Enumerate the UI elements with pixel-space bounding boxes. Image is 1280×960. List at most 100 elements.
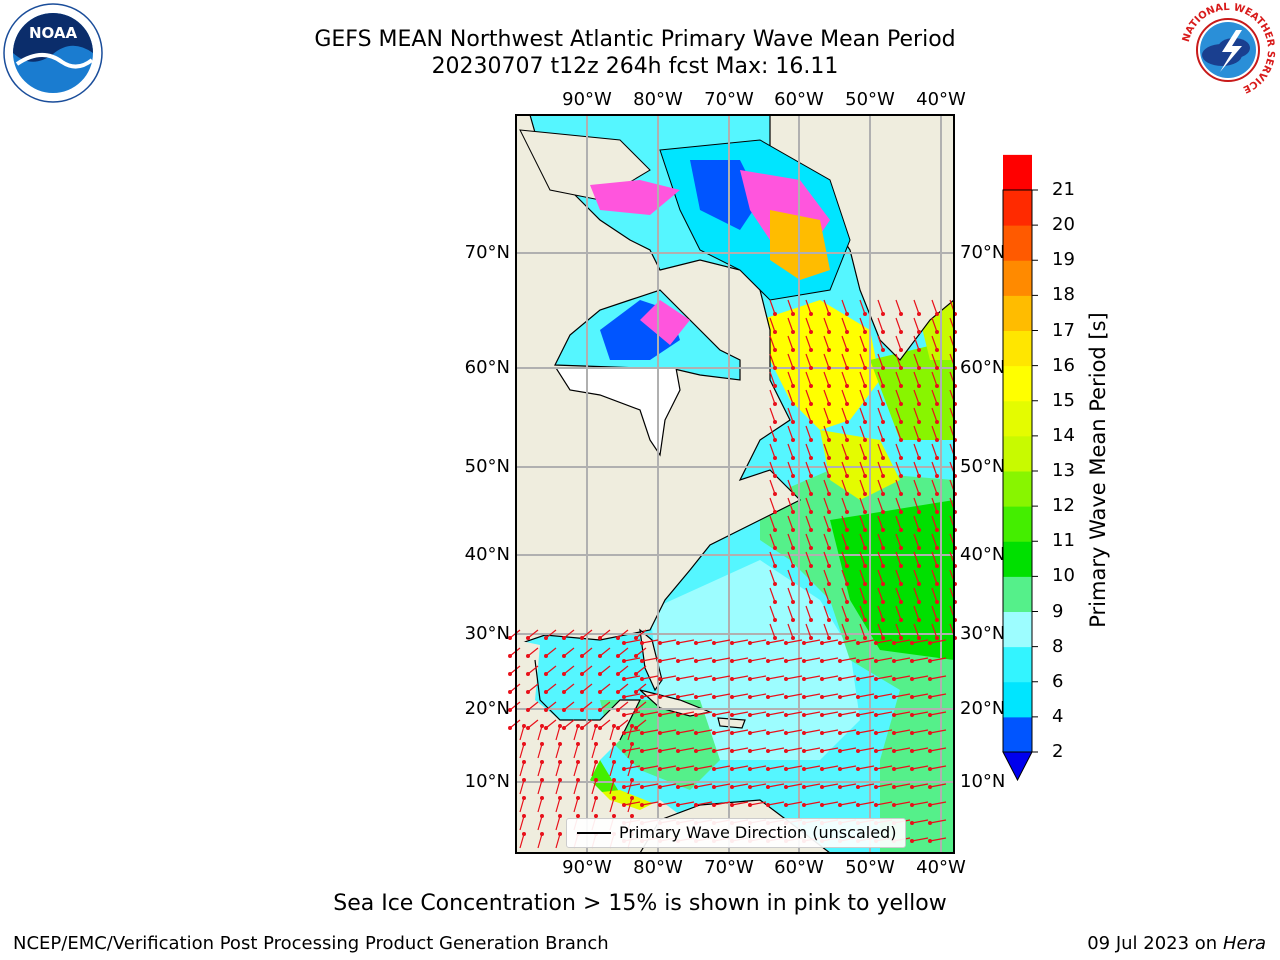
lon-label-top: 70°W bbox=[704, 89, 754, 110]
wave-vector-head bbox=[898, 635, 903, 640]
wave-vector bbox=[859, 299, 866, 315]
wave-vector bbox=[749, 765, 767, 770]
wave-vector bbox=[563, 719, 575, 729]
wave-vector bbox=[617, 719, 629, 729]
wave-vector-head bbox=[772, 492, 777, 497]
wave-vector-head bbox=[772, 617, 777, 622]
wave-vector bbox=[877, 353, 884, 369]
wave-vector bbox=[563, 647, 575, 657]
wave-vector bbox=[617, 701, 629, 711]
wave-vector-head bbox=[593, 759, 598, 764]
wave-vector-head bbox=[539, 813, 544, 818]
wave-vector bbox=[519, 761, 525, 777]
wave-vector-head bbox=[891, 640, 896, 645]
wave-vector bbox=[877, 425, 884, 441]
wave-vector-head bbox=[909, 640, 914, 645]
colorbar-tick-label: 2 bbox=[1052, 741, 1064, 762]
wave-vector-head bbox=[880, 330, 885, 335]
wave-vector bbox=[875, 747, 893, 752]
wave-vector bbox=[537, 815, 543, 831]
wave-vector-head bbox=[772, 420, 777, 425]
wave-vector bbox=[877, 533, 884, 549]
wave-vector bbox=[859, 551, 866, 567]
wave-vector-head bbox=[790, 563, 795, 568]
wave-vector bbox=[823, 299, 830, 315]
lat-label-right: 40°N bbox=[960, 544, 1006, 565]
wave-vector bbox=[787, 461, 794, 477]
wave-vector-head bbox=[880, 635, 885, 640]
wave-vector bbox=[641, 657, 659, 662]
wave-vector-head bbox=[819, 784, 824, 789]
wave-vector bbox=[877, 497, 884, 513]
wave-vector bbox=[617, 647, 629, 657]
wave-vector-head bbox=[543, 635, 548, 640]
wave-vector bbox=[769, 587, 776, 603]
wave-vector bbox=[893, 693, 911, 698]
wave-vector-head bbox=[880, 456, 885, 461]
wave-vector bbox=[787, 407, 794, 423]
wave-vector-head bbox=[561, 671, 566, 676]
wave-vector bbox=[931, 587, 938, 603]
wave-vector-head bbox=[819, 676, 824, 681]
wave-vector-head bbox=[909, 784, 914, 789]
wave-vector-head bbox=[557, 741, 562, 746]
wave-vector bbox=[911, 675, 929, 680]
wave-vector-head bbox=[862, 402, 867, 407]
wave-vector bbox=[659, 783, 677, 788]
wave-vector-head bbox=[621, 784, 626, 789]
wave-vector bbox=[911, 693, 929, 698]
lat-label-left: 20°N bbox=[464, 698, 510, 719]
wave-vector-head bbox=[772, 599, 777, 604]
wave-vector-head bbox=[543, 653, 548, 658]
wave-vector-head bbox=[862, 456, 867, 461]
wave-vector-head bbox=[675, 676, 680, 681]
wave-vector-head bbox=[521, 813, 526, 818]
wave-vector-head bbox=[521, 741, 526, 746]
lat-label-right: 60°N bbox=[960, 357, 1006, 378]
wave-vector-head bbox=[633, 671, 638, 676]
wave-vector bbox=[805, 551, 812, 567]
wave-vector-head bbox=[909, 676, 914, 681]
wave-vector bbox=[857, 747, 875, 752]
wave-vector bbox=[841, 497, 848, 513]
wave-vector bbox=[749, 729, 767, 734]
wave-vector bbox=[769, 443, 776, 459]
wave-vector bbox=[731, 783, 749, 788]
wave-vector-head bbox=[837, 676, 842, 681]
wave-vector-head bbox=[873, 658, 878, 663]
wave-vector bbox=[931, 371, 938, 387]
wave-vector-head bbox=[916, 312, 921, 317]
wave-vector-head bbox=[898, 474, 903, 479]
wave-vector bbox=[555, 725, 561, 741]
wave-vector-head bbox=[934, 456, 939, 461]
wave-vector-head bbox=[808, 581, 813, 586]
wave-vector bbox=[659, 711, 677, 716]
wave-vector-head bbox=[593, 795, 598, 800]
wave-vector-head bbox=[657, 748, 662, 753]
wave-vector bbox=[913, 569, 920, 585]
ocean-green-east bbox=[880, 680, 954, 853]
wave-vector bbox=[591, 725, 597, 741]
colorbar-tick-label: 6 bbox=[1052, 670, 1064, 692]
wave-vector-head bbox=[557, 831, 562, 836]
wave-vector bbox=[841, 533, 848, 549]
wave-vector-head bbox=[772, 384, 777, 389]
wave-vector-head bbox=[916, 438, 921, 443]
wave-vector-head bbox=[508, 671, 513, 676]
wave-vector bbox=[713, 783, 731, 788]
wave-vector bbox=[823, 461, 830, 477]
wave-vector-head bbox=[880, 510, 885, 515]
wave-vector-head bbox=[579, 689, 584, 694]
wave-vector-head bbox=[790, 545, 795, 550]
wave-vector-head bbox=[657, 676, 662, 681]
wave-vector bbox=[641, 747, 659, 752]
wave-vector bbox=[875, 711, 893, 716]
wave-vector-head bbox=[862, 312, 867, 317]
wave-vector-head bbox=[819, 694, 824, 699]
wave-vector-head bbox=[711, 640, 716, 645]
wave-vector-head bbox=[597, 671, 602, 676]
wave-vector-head bbox=[593, 813, 598, 818]
colorbar-segment bbox=[1003, 190, 1032, 226]
wave-vector bbox=[895, 497, 902, 513]
